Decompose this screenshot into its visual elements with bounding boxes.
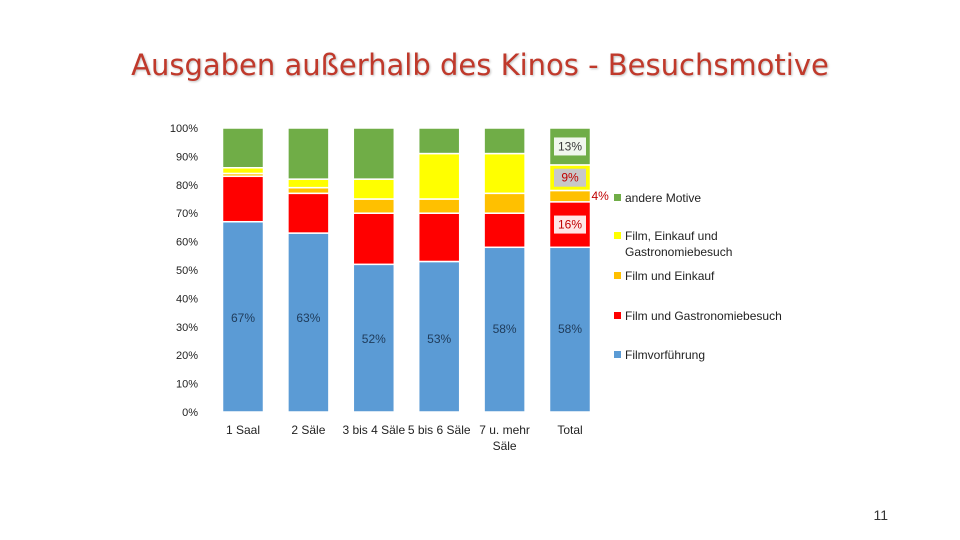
bar-segment-film-und-gastronomiebesuch [483,212,526,249]
y-tick-label: 60% [176,237,198,249]
data-label: 13% [558,139,582,153]
bar-segment-andere-motive [417,127,461,155]
y-axis: 0% 10% 20% 30% 40% 50% 60% 70% 80% 90% 100% [170,123,198,419]
legend-label: Gastronomiebesuch [625,245,732,259]
y-tick-label: 50% [176,265,198,277]
x-tick-label: 7 u. mehr [479,423,530,437]
bar-segment-film-und-gastronomiebesuch [352,212,396,266]
legend-label: Film und Einkauf [625,269,715,283]
bar-segment-film-und-einkauf [483,192,526,214]
legend-label: andere Motive [625,191,701,205]
x-tick-label: 3 bis 4 Säle [342,423,405,437]
bar-segment-film-und-gastronomiebesuch [287,192,330,234]
x-tick-label: 5 bis 6 Säle [408,423,471,437]
bar-segment-filmvorführung [483,246,526,413]
bar-segment-film-und-gastronomiebesuch [417,212,461,263]
legend-swatch [614,272,621,279]
data-label-box [554,168,586,187]
x-tick-label: Säle [493,439,517,453]
page-title: Ausgaben außerhalb des Kinos - Besuchsmo… [131,48,829,82]
bar-segment-film-und-einkauf [352,198,396,214]
y-tick-label: 70% [176,208,198,220]
data-label-box [554,137,586,156]
x-tick-label: Total [557,423,582,437]
y-tick-label: 40% [176,293,198,305]
page-number: 11 [873,507,888,523]
bar-segment-film-einkauf-und-gastronomiebesuch [483,152,526,195]
bar-segment-filmvorführung [221,220,265,413]
y-tick-label: 10% [176,379,198,391]
y-tick-label: 20% [176,350,198,362]
data-label: 53% [427,332,451,346]
bar-segment-film-einkauf-und-gastronomiebesuch [221,167,265,175]
legend-swatch [614,232,621,239]
data-label: 52% [362,332,386,346]
x-axis: 1 Saal 2 Säle 3 bis 4 Säle 5 bis 6 Säle 7 u.… [226,423,583,453]
data-labels: 67% 63% 52% 53% 58% 58% 16% 4% 9% 13% [231,137,609,346]
bar-segment-andere-motive [287,127,330,180]
bar-segment-film-und-einkauf [287,186,330,195]
y-tick-label: 90% [176,151,198,163]
bar-segment-andere-motive [352,127,396,180]
bar-segment-film-einkauf-und-gastronomiebesuch [417,152,461,200]
bar-segment-andere-motive [483,127,526,155]
bar-segment-andere-motive [221,127,265,169]
legend-label: Film, Einkauf und [625,229,718,243]
bar-segment-film-einkauf-und-gastronomiebesuch [352,178,396,200]
bars [221,127,592,413]
data-label-box [554,215,586,234]
bar-segment-film-und-einkauf [417,198,461,214]
y-tick-label: 30% [176,322,198,334]
legend-swatch [614,312,621,319]
data-label: 67% [231,311,255,325]
legend-label: Filmvorführung [625,348,705,362]
bar-segment-film-einkauf-und-gastronomiebesuch [287,178,330,189]
y-tick-label: 0% [182,407,198,419]
bar-segment-film-und-einkauf [548,189,592,203]
y-tick-label: 80% [176,180,198,192]
data-label: 58% [558,322,582,336]
bar-segment-film-und-gastronomiebesuch [221,175,265,223]
data-label: 9% [561,171,579,185]
data-label: 4% [592,189,610,203]
chart-legend: andere Motive Film, Einkauf und Gastronomi… [614,191,782,362]
x-tick-label: 2 Säle [291,423,325,437]
legend-swatch [614,194,621,201]
legend-label: Film und Gastronomiebesuch [625,309,782,323]
data-label: 16% [558,218,582,232]
data-label: 58% [493,322,517,336]
data-label: 63% [296,311,320,325]
legend-swatch [614,351,621,358]
y-tick-label: 100% [170,123,198,135]
bar-segment-filmvorführung [352,263,396,413]
x-tick-label: 1 Saal [226,423,260,437]
